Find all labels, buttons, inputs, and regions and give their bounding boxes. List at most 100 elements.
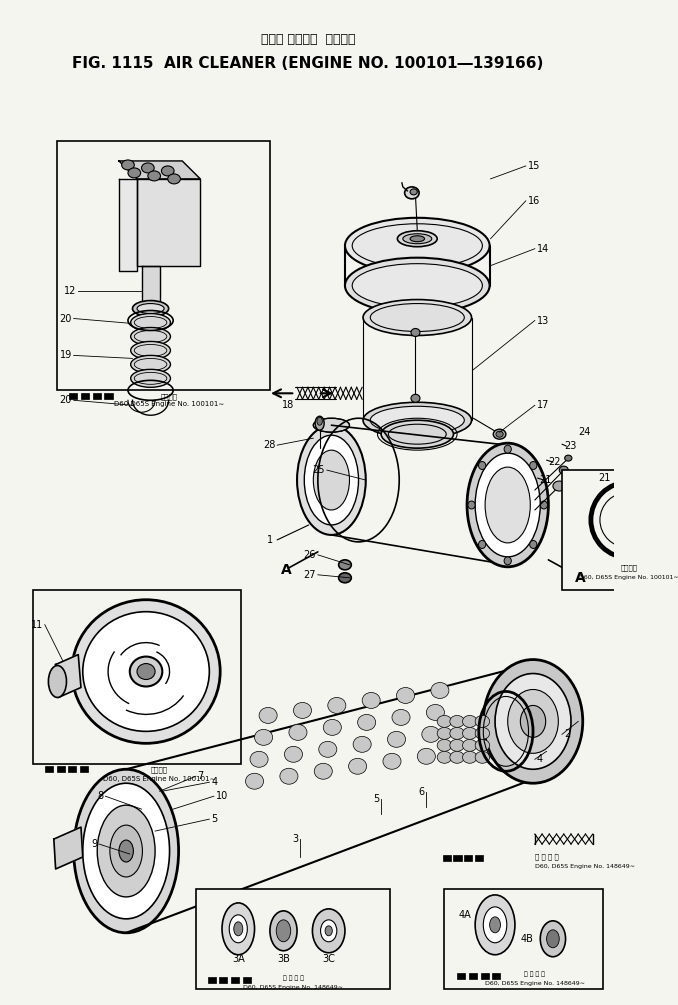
Bar bbox=[58, 141, 270, 390]
Ellipse shape bbox=[483, 659, 583, 783]
Text: 1: 1 bbox=[266, 535, 273, 545]
Ellipse shape bbox=[546, 930, 559, 948]
Polygon shape bbox=[142, 265, 159, 306]
Ellipse shape bbox=[284, 747, 302, 762]
Ellipse shape bbox=[270, 911, 297, 951]
Ellipse shape bbox=[381, 420, 454, 448]
Bar bbox=[68, 766, 77, 772]
Ellipse shape bbox=[121, 160, 134, 170]
Text: 25: 25 bbox=[313, 465, 325, 475]
Text: A: A bbox=[575, 571, 585, 585]
Ellipse shape bbox=[504, 445, 511, 453]
Text: 18: 18 bbox=[281, 400, 294, 410]
Ellipse shape bbox=[304, 435, 359, 525]
Text: 8: 8 bbox=[98, 791, 104, 801]
Ellipse shape bbox=[338, 560, 351, 570]
Ellipse shape bbox=[553, 481, 565, 491]
Ellipse shape bbox=[450, 728, 464, 740]
Ellipse shape bbox=[348, 759, 367, 774]
Ellipse shape bbox=[48, 665, 66, 697]
Bar bbox=[492, 973, 500, 979]
Bar bbox=[444, 889, 603, 989]
Bar bbox=[475, 855, 483, 861]
Bar bbox=[196, 889, 390, 989]
Ellipse shape bbox=[357, 715, 376, 731]
Ellipse shape bbox=[462, 728, 477, 740]
Bar bbox=[443, 855, 451, 861]
Ellipse shape bbox=[450, 752, 464, 763]
Ellipse shape bbox=[468, 501, 475, 509]
Ellipse shape bbox=[559, 466, 568, 474]
Bar bbox=[454, 855, 462, 861]
Ellipse shape bbox=[410, 236, 424, 242]
Ellipse shape bbox=[530, 541, 537, 549]
Ellipse shape bbox=[565, 455, 572, 461]
Ellipse shape bbox=[403, 234, 432, 244]
Text: 4: 4 bbox=[537, 755, 543, 764]
Ellipse shape bbox=[72, 600, 220, 744]
Text: 12: 12 bbox=[64, 285, 77, 295]
Bar bbox=[468, 973, 477, 979]
Ellipse shape bbox=[437, 716, 452, 728]
Ellipse shape bbox=[540, 501, 548, 509]
Ellipse shape bbox=[475, 453, 540, 557]
Ellipse shape bbox=[475, 740, 490, 752]
Ellipse shape bbox=[411, 329, 420, 337]
Ellipse shape bbox=[327, 697, 346, 714]
Ellipse shape bbox=[437, 740, 452, 752]
Ellipse shape bbox=[462, 716, 477, 728]
Ellipse shape bbox=[229, 915, 247, 943]
Ellipse shape bbox=[294, 702, 311, 719]
Ellipse shape bbox=[387, 732, 405, 748]
Ellipse shape bbox=[345, 218, 490, 273]
Polygon shape bbox=[137, 179, 200, 265]
Ellipse shape bbox=[437, 728, 452, 740]
Text: 10: 10 bbox=[216, 791, 228, 801]
Text: 4B: 4B bbox=[520, 934, 533, 944]
Ellipse shape bbox=[496, 431, 503, 437]
Text: 15: 15 bbox=[527, 161, 540, 171]
Text: D60, D65S Engine No. 148649∼: D60, D65S Engine No. 148649∼ bbox=[485, 981, 585, 986]
Text: 20: 20 bbox=[60, 314, 72, 324]
Ellipse shape bbox=[128, 168, 140, 178]
Ellipse shape bbox=[353, 737, 371, 753]
Ellipse shape bbox=[540, 921, 565, 957]
Text: 14: 14 bbox=[537, 243, 549, 253]
Text: D60, D65S Engine No. 100101∼: D60, D65S Engine No. 100101∼ bbox=[579, 575, 678, 580]
Polygon shape bbox=[119, 161, 200, 179]
Bar bbox=[457, 973, 465, 979]
Text: 11: 11 bbox=[31, 620, 43, 630]
Ellipse shape bbox=[462, 740, 477, 752]
Ellipse shape bbox=[137, 304, 164, 314]
Text: 23: 23 bbox=[564, 441, 576, 451]
Ellipse shape bbox=[426, 705, 444, 721]
Text: 19: 19 bbox=[60, 351, 72, 361]
Ellipse shape bbox=[437, 752, 452, 763]
Text: 3B: 3B bbox=[277, 954, 290, 964]
Ellipse shape bbox=[167, 174, 180, 184]
Polygon shape bbox=[54, 827, 83, 869]
Polygon shape bbox=[119, 179, 137, 270]
Text: FIG. 1115  AIR CLEANER (ENGINE NO. 100101―139166): FIG. 1115 AIR CLEANER (ENGINE NO. 100101… bbox=[72, 55, 544, 70]
Text: 9: 9 bbox=[91, 839, 97, 849]
Ellipse shape bbox=[280, 768, 298, 784]
Text: D60, D65S Engine No. 100101∼: D60, D65S Engine No. 100101∼ bbox=[103, 776, 216, 782]
Ellipse shape bbox=[148, 171, 161, 181]
Ellipse shape bbox=[314, 763, 332, 779]
Text: 21: 21 bbox=[598, 473, 610, 483]
Text: 標 準 号 機: 標 準 号 機 bbox=[535, 853, 559, 860]
Text: 適用号機: 適用号機 bbox=[151, 766, 168, 773]
Text: 適用号機: 適用号機 bbox=[160, 393, 177, 400]
Ellipse shape bbox=[370, 406, 464, 434]
Ellipse shape bbox=[129, 656, 162, 686]
Bar bbox=[243, 977, 251, 983]
Bar bbox=[464, 855, 473, 861]
Ellipse shape bbox=[397, 687, 414, 704]
Text: 3A: 3A bbox=[232, 954, 245, 964]
Ellipse shape bbox=[405, 187, 419, 199]
Text: 28: 28 bbox=[263, 440, 275, 450]
Ellipse shape bbox=[131, 370, 170, 387]
Ellipse shape bbox=[475, 752, 490, 763]
Ellipse shape bbox=[97, 805, 155, 896]
Ellipse shape bbox=[431, 682, 449, 698]
